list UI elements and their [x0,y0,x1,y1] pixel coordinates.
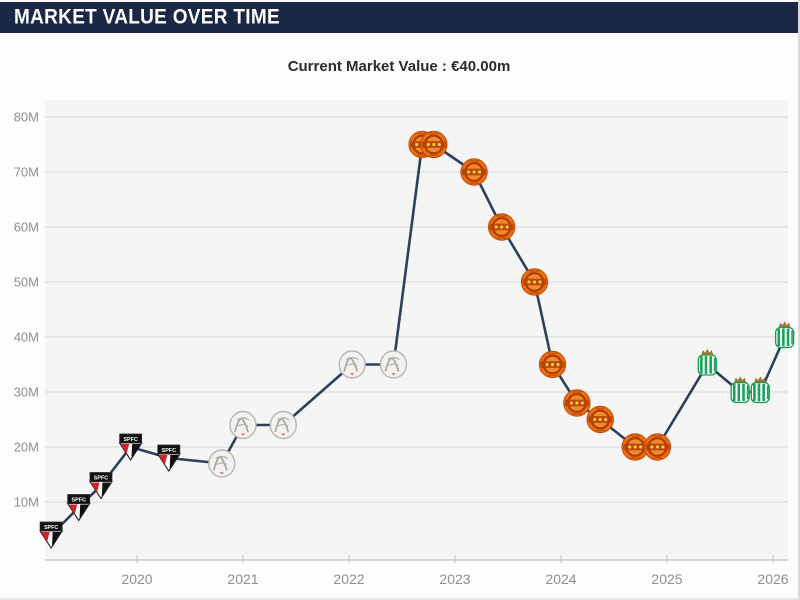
manchester-united-logo-icon[interactable]: Manchester United [520,268,549,296]
ajax-logo-icon[interactable]: Ajax Amsterdam [229,410,257,440]
current-market-value-label: Current Market Value : €40.00m [287,58,511,75]
x-tick-label: 2023 [439,571,470,587]
sao-paulo-logo-icon[interactable]: São Paulo FC SPFC [88,472,113,500]
real-betis-logo-icon[interactable]: Real Betis [750,376,770,404]
x-tick-label: 2022 [333,571,364,587]
svg-text:SPFC: SPFC [162,448,176,454]
svg-text:SPFC: SPFC [123,437,137,443]
x-tick-label: 2020 [121,571,152,587]
real-betis-logo-icon[interactable]: Real Betis [775,321,795,349]
y-tick-label: 20M [14,440,39,455]
y-tick-label: 80M [14,110,39,125]
manchester-united-logo-icon[interactable]: Manchester United [563,389,591,417]
y-tick-label: 70M [14,165,39,180]
manchester-united-logo-icon[interactable]: Manchester United [643,433,672,461]
manchester-united-logo-icon[interactable]: Manchester United [621,433,649,461]
y-tick-label: 60M [14,220,39,235]
ajax-logo-icon[interactable]: Ajax Amsterdam [208,449,236,478]
y-tick-label: 30M [14,385,39,400]
manchester-united-logo-icon[interactable]: Manchester United [487,213,516,241]
plot-area[interactable] [45,100,788,560]
x-tick-label: 2026 [757,571,788,587]
svg-text:SPFC: SPFC [94,475,108,481]
y-tick-label: 40M [14,330,39,345]
y-tick-label: 50M [14,275,39,290]
sao-paulo-logo-icon[interactable]: São Paulo FC SPFC [39,521,64,550]
y-tick-label: 10M [14,495,39,510]
manchester-united-logo-icon[interactable]: Manchester United [586,405,614,434]
svg-text:SPFC: SPFC [44,525,58,531]
page-header: MARKET VALUE OVER TIME [0,2,798,33]
page-title: MARKET VALUE OVER TIME [14,5,280,29]
manchester-united-logo-icon[interactable]: Manchester United [460,158,488,186]
ajax-logo-icon[interactable]: Ajax Amsterdam [379,350,408,379]
sao-paulo-logo-icon[interactable]: São Paulo FC SPFC [66,494,91,522]
real-betis-logo-icon[interactable]: Real Betis [697,348,717,376]
x-tick-label: 2024 [545,571,576,587]
x-tick-label: 2025 [651,571,682,587]
sao-paulo-logo-icon[interactable]: São Paulo FC SPFC [118,433,143,462]
sao-paulo-logo-icon[interactable]: São Paulo FC SPFC [156,444,181,473]
svg-text:SPFC: SPFC [72,497,86,503]
ajax-logo-icon[interactable]: Ajax Amsterdam [269,410,297,440]
real-betis-logo-icon[interactable]: Real Betis [730,376,750,404]
ajax-logo-icon[interactable]: Ajax Amsterdam [338,350,366,379]
manchester-united-logo-icon[interactable]: Manchester United [420,130,448,159]
manchester-united-logo-icon[interactable]: Manchester United [538,350,567,379]
x-tick-label: 2021 [227,571,258,587]
